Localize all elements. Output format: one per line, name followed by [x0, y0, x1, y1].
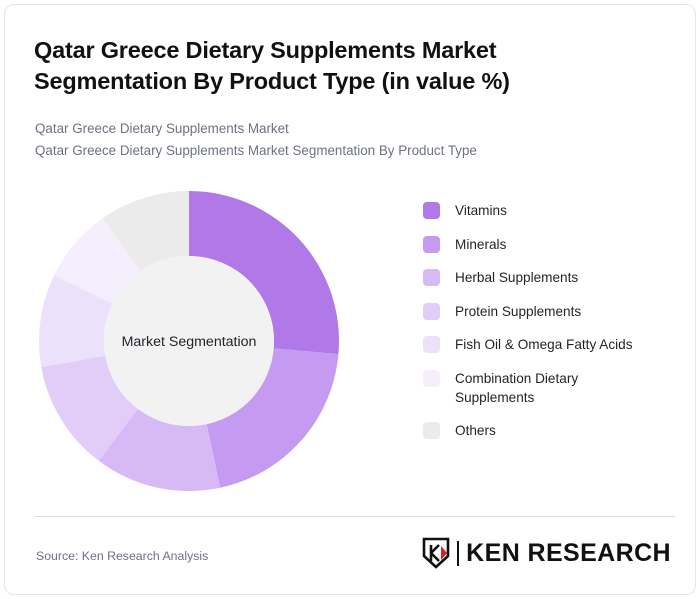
donut-chart: Market Segmentation: [34, 186, 344, 496]
ken-research-shield-icon: [422, 537, 450, 569]
legend-item-label: Herbal Supplements: [455, 270, 579, 285]
legend-item[interactable]: Fish Oil & Omega Fatty Acids: [423, 335, 678, 354]
donut-slice[interactable]: [39, 275, 113, 368]
legend-swatch-icon: [423, 202, 440, 219]
subtitle-line-2: Qatar Greece Dietary Supplements Market …: [35, 143, 477, 158]
donut-slice[interactable]: [189, 191, 339, 355]
donut-slice-group: [39, 191, 339, 491]
legend-swatch-icon: [423, 369, 440, 387]
donut-center-hole: [104, 256, 274, 426]
legend-item[interactable]: Herbal Supplements: [423, 268, 678, 287]
legend-swatch-icon: [423, 269, 440, 286]
legend-item-label: Vitamins: [455, 203, 507, 218]
legend-item[interactable]: Protein Supplements: [423, 302, 678, 321]
page-title: Qatar Greece Dietary Supplements Market …: [34, 37, 510, 94]
ken-research-logo: KEN RESEARCH: [421, 534, 671, 572]
logo-separator: [457, 540, 460, 566]
legend-swatch-icon: [423, 422, 440, 439]
footer-divider: [35, 516, 675, 517]
legend-item[interactable]: Vitamins: [423, 201, 678, 220]
donut-slice[interactable]: [98, 408, 221, 491]
subtitle-line-1: Qatar Greece Dietary Supplements Market: [35, 121, 289, 136]
donut-slice[interactable]: [54, 218, 141, 304]
donut-slice[interactable]: [41, 355, 138, 461]
logo-wordmark: KEN RESEARCH: [466, 538, 671, 567]
legend-item[interactable]: Combination Dietary Supplements: [423, 369, 678, 407]
legend-item-label: Minerals: [455, 236, 507, 252]
legend-swatch-icon: [423, 302, 440, 320]
legend-item-label: Others: [455, 423, 496, 438]
donut-center-label: Market Segmentation: [122, 334, 257, 350]
chart-card: Qatar Greece Dietary Supplements Market …: [4, 4, 696, 595]
legend-item-label: Fish Oil & Omega Fatty Acids: [455, 337, 633, 352]
chart-legend: Vitamins Minerals Herbal Supplements Pro…: [423, 201, 678, 455]
donut-slice[interactable]: [102, 191, 189, 272]
legend-item-label: Protein Supplements: [455, 303, 582, 319]
donut-slice[interactable]: [206, 348, 339, 488]
legend-swatch-icon: [423, 336, 440, 353]
legend-item-label: Combination Dietary Supplements: [455, 370, 579, 405]
legend-item[interactable]: Minerals: [423, 235, 678, 254]
source-note: Source: Ken Research Analysis: [36, 549, 209, 563]
legend-swatch-icon: [423, 235, 440, 253]
legend-item[interactable]: Others: [423, 421, 678, 440]
subtitle-block: Qatar Greece Dietary Supplements Market …: [35, 118, 595, 162]
donut-chart-svg: Market Segmentation: [39, 191, 339, 491]
